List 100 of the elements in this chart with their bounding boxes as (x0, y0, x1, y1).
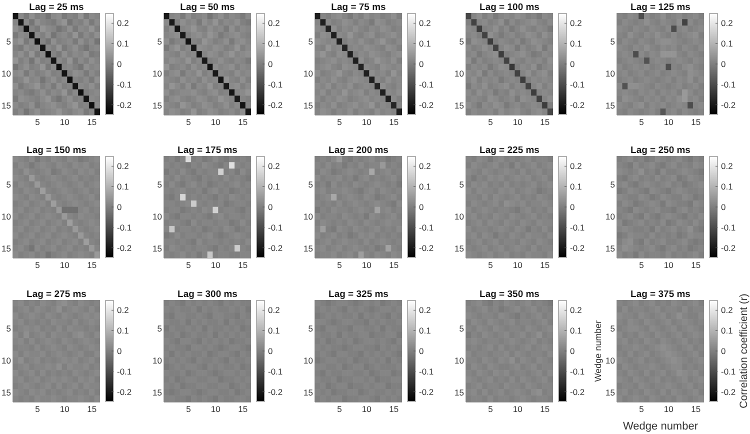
x-tick-label: 10 (60, 404, 70, 414)
color-bar-label: 0.2 (721, 162, 734, 172)
color-bar-label: 0.1 (721, 326, 734, 336)
color-bar-label: 0.1 (419, 182, 432, 192)
color-bar-label: 0.1 (570, 182, 582, 192)
y-tick-label: 5 (308, 324, 314, 334)
y-tick-label: 5 (459, 180, 464, 190)
color-bar-label: -0.1 (570, 79, 585, 90)
x-tick-label: 5 (639, 260, 644, 270)
x-tick-label: 15 (87, 404, 97, 414)
color-bar-label: 0 (721, 202, 726, 212)
color-bar-label: 0.1 (268, 182, 280, 192)
color-bar-label: -0.2 (570, 243, 585, 254)
x-tick-label: 10 (60, 116, 70, 127)
chart-title: Lag = 150 ms (26, 145, 86, 156)
x-tick-label: 5 (488, 260, 494, 270)
x-tick-label: 15 (87, 260, 97, 270)
y-tick-label: 10 (304, 356, 314, 366)
color-bar-label: 0.1 (721, 38, 734, 48)
y-tick-label: 10 (304, 68, 314, 78)
color-bar-label: 0.2 (268, 305, 280, 316)
chart-title: Lag = 275 ms (26, 289, 86, 300)
color-bar-label: 0.1 (117, 38, 130, 48)
color-bar-label: -0.1 (570, 222, 585, 233)
x-tick-label: 15 (87, 116, 97, 127)
color-bar-label: 0.2 (570, 305, 582, 316)
color-bar-label: 0.1 (268, 326, 280, 336)
color-bar-label: -0.2 (268, 99, 283, 110)
color-bar-label: -0.1 (419, 222, 434, 233)
color-bar-label: -0.2 (570, 386, 585, 397)
color-bar-label: 0 (117, 202, 122, 212)
color-bar-label: 0 (570, 346, 575, 356)
color-bar-label: -0.2 (721, 99, 736, 110)
chart-title: Lag = 100 ms (480, 2, 540, 13)
color-bar-label: -0.2 (117, 386, 132, 397)
color-bar-label: 0 (721, 346, 726, 356)
color-bar-label: -0.2 (419, 243, 434, 254)
chart-title: Lag = 250 ms (630, 145, 690, 156)
chart-title: Lag = 225 ms (480, 145, 540, 156)
x-tick-label: 15 (238, 116, 248, 127)
chart-title: Lag = 325 ms (328, 289, 388, 300)
chart-title: Lag = 300 ms (178, 289, 238, 300)
color-bar-label: 0.1 (721, 182, 734, 192)
chart-title: Lag = 75 ms (331, 2, 386, 13)
color-bar-label: -0.2 (117, 243, 132, 254)
y-tick-label: 5 (157, 36, 162, 46)
color-bar-label: 0 (570, 58, 575, 69)
x-tick-label: 5 (488, 404, 494, 414)
y-tick-label: 5 (157, 180, 162, 190)
x-tick-label: 5 (337, 116, 342, 127)
y-tick-label: 5 (610, 36, 616, 46)
x-tick-label: 15 (540, 404, 550, 414)
x-tick-label: 10 (362, 260, 372, 270)
color-bar-label: 0.1 (419, 326, 432, 336)
y-tick-label: 5 (610, 324, 616, 334)
y-tick-label: 15 (304, 100, 314, 110)
x-tick-label: 10 (60, 260, 70, 270)
color-bar-label: 0.2 (419, 162, 432, 172)
x-tick-label: 15 (691, 260, 701, 270)
color-bar-label: 0.2 (117, 305, 130, 316)
color-bar-label: -0.1 (570, 366, 585, 376)
y-tick-label: 15 (2, 388, 12, 398)
y-tick-label: 15 (2, 100, 12, 110)
color-bar-label: 0.1 (268, 38, 280, 48)
color-bar-label: 0.2 (721, 305, 734, 316)
x-tick-label: 5 (186, 404, 192, 414)
color-bar-label: 0.2 (268, 18, 280, 28)
color-bar-label: -0.1 (268, 366, 283, 376)
chart-title: Lag = 350 ms (480, 289, 540, 300)
y-tick-label: 10 (606, 212, 616, 222)
y-tick-label: 10 (606, 356, 616, 366)
color-bar-label: -0.1 (721, 222, 736, 233)
y-tick-label: 5 (308, 180, 314, 190)
y-tick-label: 5 (157, 324, 162, 334)
x-tick-label: 5 (488, 116, 494, 127)
y-tick-label: 10 (2, 68, 12, 78)
x-tick-label: 15 (389, 260, 399, 270)
x-tick-label: 5 (35, 404, 40, 414)
y-tick-label: 10 (152, 68, 162, 78)
y-tick-label: 15 (606, 244, 616, 254)
y-tick-label: 15 (304, 388, 314, 398)
color-bar-label: -0.2 (117, 99, 132, 110)
x-tick-label: 10 (664, 260, 674, 270)
y-tick-label: 15 (152, 244, 162, 254)
color-bar-label: 0 (268, 202, 273, 212)
color-bar-label: -0.2 (721, 243, 736, 254)
x-tick-label: 5 (337, 260, 342, 270)
y-tick-label: 15 (152, 100, 162, 110)
x-tick-label: 15 (691, 116, 701, 127)
color-bar-label: 0 (117, 346, 122, 356)
y-tick-label: 10 (454, 356, 464, 366)
x-tick-label: 15 (389, 116, 399, 127)
x-tick-label: 15 (238, 260, 248, 270)
color-bar-label: 0 (419, 58, 424, 69)
y-tick-label: 10 (152, 212, 162, 222)
color-bar-label: -0.1 (117, 222, 132, 233)
color-bar-label: -0.2 (419, 386, 434, 397)
color-bar-label: 0.2 (419, 305, 432, 316)
y-tick-label: 10 (304, 212, 314, 222)
y-tick-label: 15 (454, 244, 464, 254)
